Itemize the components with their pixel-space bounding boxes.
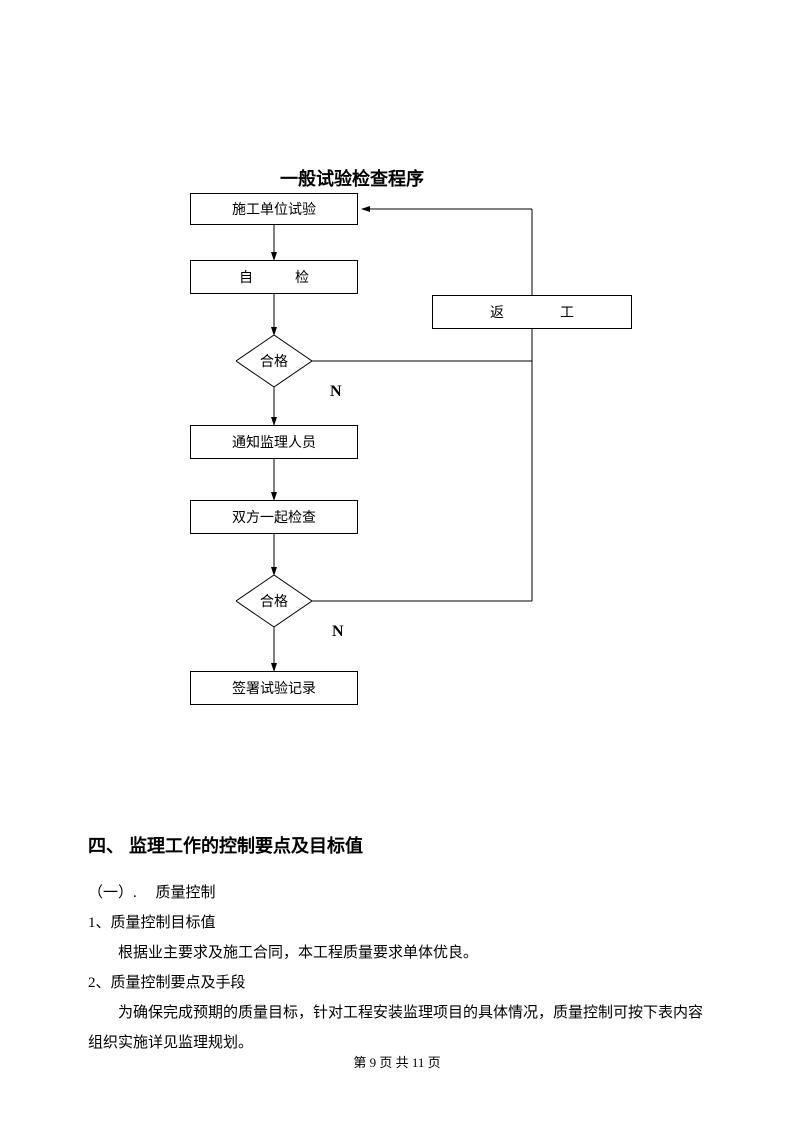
page-footer: 第 9 页 共 11 页	[0, 1052, 794, 1071]
sub-heading-1: （一）. 质量控制	[88, 878, 706, 908]
item-2: 2、质量控制要点及手段	[88, 968, 706, 998]
section-heading: 四、 监理工作的控制要点及目标值	[88, 828, 706, 864]
node-sign-record: 签署试验记录	[190, 671, 358, 705]
body-text: 四、 监理工作的控制要点及目标值 （一）. 质量控制 1、质量控制目标值 根据业…	[88, 828, 706, 1058]
flowchart-area: 一般试验检查程序 施工单位试验 自 检 返 工 通知监理人员 双方一起检查 签署…	[0, 155, 794, 735]
node-joint-check: 双方一起检查	[190, 500, 358, 534]
flowchart-title: 一般试验检查程序	[280, 165, 424, 191]
node-construction-test: 施工单位试验	[190, 193, 358, 225]
label-n-2: N	[332, 623, 344, 641]
node-self-check: 自 检	[190, 260, 358, 294]
label-n-1: N	[330, 383, 342, 401]
decision-1-label: 合格	[260, 351, 288, 371]
decision-qualified-1: 合格	[236, 335, 312, 387]
node-notify-supervisor: 通知监理人员	[190, 425, 358, 459]
decision-qualified-2: 合格	[236, 575, 312, 627]
decision-2-label: 合格	[260, 591, 288, 611]
flowchart-edges	[0, 155, 794, 735]
para-1: 根据业主要求及施工合同，本工程质量要求单体优良。	[88, 938, 706, 968]
item-1: 1、质量控制目标值	[88, 908, 706, 938]
para-2: 为确保完成预期的质量目标，针对工程安装监理项目的具体情况，质量控制可按下表内容组…	[88, 998, 706, 1058]
node-rework: 返 工	[432, 295, 632, 329]
